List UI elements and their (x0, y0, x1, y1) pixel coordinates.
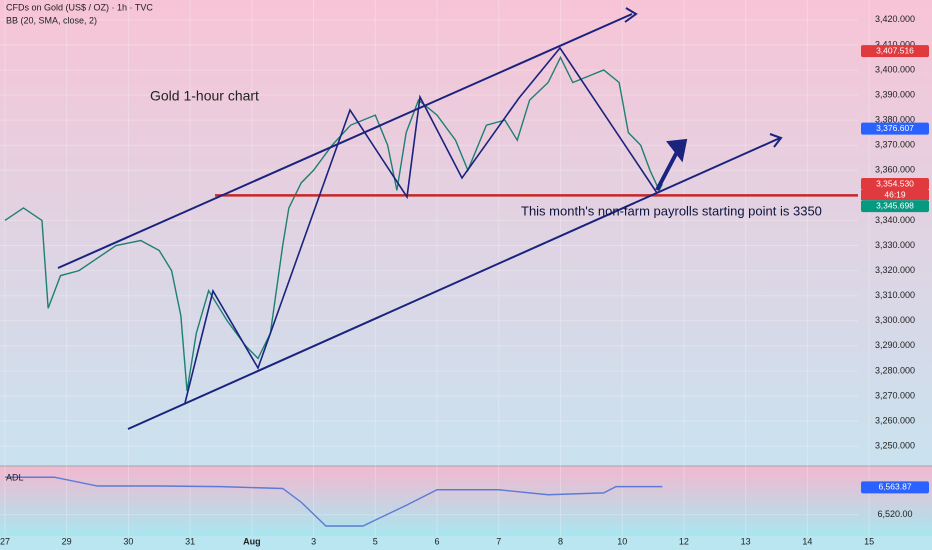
lower-channel (127, 137, 781, 430)
arrowhead (769, 133, 783, 148)
x-tick-label: 27 (0, 536, 10, 546)
y-tick-label: 3,400.000 (875, 64, 915, 74)
y-tick-label: 3,330.000 (875, 240, 915, 250)
up-arrow-head (666, 138, 688, 163)
y-tick-label: 3,310.000 (875, 290, 915, 300)
up-arrow (655, 149, 680, 191)
x-tick-label: 14 (802, 536, 812, 546)
y-tick-label: 3,340.000 (875, 215, 915, 225)
chart-title: CFDs on Gold (US$ / OZ) · 1h · TVC (6, 2, 153, 12)
y-tick-label: 3,390.000 (875, 89, 915, 99)
price-tag (861, 481, 929, 494)
x-tick-label: 3 (311, 536, 316, 546)
x-tick-label: 30 (123, 536, 133, 546)
price-tag (861, 45, 929, 58)
y-tick-label: 3,360.000 (875, 165, 915, 175)
y-tick-label: 3,380.000 (875, 115, 915, 125)
price-tag-label: 3,354.530 (876, 178, 914, 188)
x-tick-label: 6 (435, 536, 440, 546)
price-tag-label: 3,407.516 (876, 45, 914, 55)
x-tick-label: 7 (496, 536, 501, 546)
y-tick-label: 3,250.000 (875, 441, 915, 451)
price-pane (0, 0, 932, 466)
drawings (57, 7, 783, 430)
price-tag-label: 3,376.607 (876, 123, 914, 133)
annotation: Gold 1-hour chart (150, 88, 259, 104)
x-tick-label: 15 (864, 536, 874, 546)
x-tick-label: 10 (617, 536, 627, 546)
y-tick-label: 3,260.000 (875, 415, 915, 425)
y-tick-label: 3,300.000 (875, 315, 915, 325)
y-tick-label: 3,320.000 (875, 265, 915, 275)
indicator-label: BB (20, SMA, close, 2) (6, 15, 97, 25)
price-line (4, 476, 663, 527)
zigzag (184, 46, 658, 404)
annotation: This month's non-farm payrolls starting … (521, 203, 822, 218)
y-tick-label: 3,420.000 (875, 14, 915, 24)
time-axis (0, 536, 932, 550)
price-tag (861, 178, 929, 191)
x-tick-label: Aug (243, 536, 261, 546)
arrowhead (624, 7, 638, 23)
price-tag-label: 3,345.698 (876, 200, 914, 210)
y-tick-label: 3,280.000 (875, 365, 915, 375)
adl-pane (0, 466, 932, 536)
countdown-bg (861, 190, 929, 201)
countdown: 46:19 (884, 189, 906, 199)
price-tag (861, 200, 929, 213)
y-tick-label: 6,520.00 (877, 509, 912, 519)
adl-title: ADL (6, 472, 24, 482)
y-tick-label: 3,290.000 (875, 340, 915, 350)
x-tick-label: 12 (679, 536, 689, 546)
y-tick-label: 3,270.000 (875, 390, 915, 400)
x-tick-label: 13 (741, 536, 751, 546)
y-tick-label: 3,370.000 (875, 140, 915, 150)
x-tick-label: 31 (185, 536, 195, 546)
y-tick-label: 3,410.000 (875, 39, 915, 49)
upper-channel (57, 13, 633, 269)
price-tag-label: 6,563.87 (878, 482, 911, 492)
price-tag (861, 122, 929, 135)
x-tick-label: 8 (558, 536, 563, 546)
x-tick-label: 29 (62, 536, 72, 546)
x-tick-label: 5 (373, 536, 378, 546)
